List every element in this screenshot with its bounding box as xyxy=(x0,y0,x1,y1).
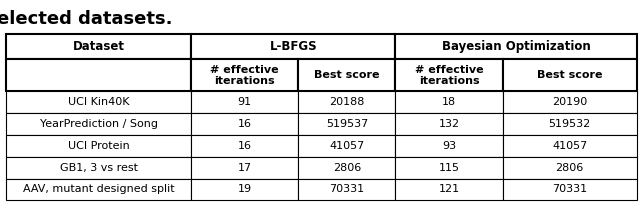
Bar xyxy=(6,157,191,179)
Text: 20190: 20190 xyxy=(552,97,588,107)
Text: 18: 18 xyxy=(442,97,456,107)
Bar xyxy=(502,91,637,113)
Bar xyxy=(502,157,637,179)
Bar xyxy=(502,59,637,91)
Text: # effective
iterations: # effective iterations xyxy=(415,65,483,86)
Text: UCI Kin40K: UCI Kin40K xyxy=(68,97,129,107)
Bar xyxy=(298,91,396,113)
Bar xyxy=(6,91,191,113)
Text: 132: 132 xyxy=(438,119,460,129)
Text: UCI Protein: UCI Protein xyxy=(68,141,130,151)
Bar xyxy=(6,34,191,59)
Text: Best score: Best score xyxy=(314,70,380,80)
Text: 115: 115 xyxy=(438,163,460,173)
Bar xyxy=(298,113,396,135)
Text: 16: 16 xyxy=(237,119,252,129)
Text: 2806: 2806 xyxy=(556,163,584,173)
Text: 16: 16 xyxy=(237,141,252,151)
Bar xyxy=(396,113,502,135)
Bar xyxy=(396,91,502,113)
Text: L-BFGS: L-BFGS xyxy=(269,40,317,53)
Text: 519532: 519532 xyxy=(548,119,591,129)
Text: 20188: 20188 xyxy=(329,97,365,107)
Text: 91: 91 xyxy=(237,97,252,107)
Text: Bayesian Optimization: Bayesian Optimization xyxy=(442,40,591,53)
Text: 519537: 519537 xyxy=(326,119,368,129)
Text: 41057: 41057 xyxy=(552,141,588,151)
Text: 70331: 70331 xyxy=(552,185,588,194)
Text: AAV, mutant designed split: AAV, mutant designed split xyxy=(23,185,175,194)
Bar xyxy=(298,59,396,91)
Text: 70331: 70331 xyxy=(329,185,364,194)
Bar xyxy=(396,157,502,179)
Bar xyxy=(396,59,502,91)
Text: # effective
iterations: # effective iterations xyxy=(211,65,279,86)
Text: Dataset: Dataset xyxy=(73,40,125,53)
Bar xyxy=(298,157,396,179)
Text: 41057: 41057 xyxy=(329,141,364,151)
Bar xyxy=(191,113,298,135)
Text: 17: 17 xyxy=(237,163,252,173)
Bar xyxy=(502,179,637,200)
Text: YearPrediction / Song: YearPrediction / Song xyxy=(40,119,157,129)
Bar xyxy=(191,91,298,113)
Bar xyxy=(191,179,298,200)
Text: 93: 93 xyxy=(442,141,456,151)
Text: 121: 121 xyxy=(438,185,460,194)
Bar xyxy=(191,157,298,179)
Text: Best score: Best score xyxy=(537,70,602,80)
Bar xyxy=(191,59,298,91)
Bar xyxy=(298,179,396,200)
Bar xyxy=(6,179,191,200)
Text: GB1, 3 vs rest: GB1, 3 vs rest xyxy=(60,163,138,173)
Bar xyxy=(298,135,396,157)
Bar xyxy=(502,135,637,157)
Bar xyxy=(6,113,191,135)
Bar xyxy=(191,135,298,157)
Bar xyxy=(396,179,502,200)
Bar xyxy=(6,59,191,91)
Text: elected datasets.: elected datasets. xyxy=(0,10,172,28)
Text: 19: 19 xyxy=(237,185,252,194)
Text: 2806: 2806 xyxy=(333,163,361,173)
Bar xyxy=(191,34,396,59)
Bar xyxy=(396,34,637,59)
Bar xyxy=(396,135,502,157)
Bar xyxy=(502,113,637,135)
Bar xyxy=(6,135,191,157)
